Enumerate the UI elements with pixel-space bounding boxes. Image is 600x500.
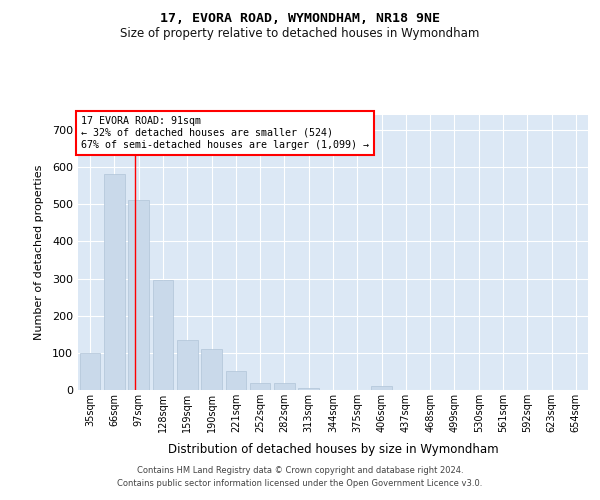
Bar: [274, 382, 295, 390]
Bar: [298, 388, 319, 390]
Bar: [250, 382, 271, 390]
Bar: [177, 340, 197, 390]
Bar: [201, 349, 222, 390]
Bar: [80, 353, 100, 390]
X-axis label: Distribution of detached houses by size in Wymondham: Distribution of detached houses by size …: [167, 444, 499, 456]
Bar: [226, 372, 246, 390]
Bar: [128, 200, 149, 390]
Text: Contains HM Land Registry data © Crown copyright and database right 2024.
Contai: Contains HM Land Registry data © Crown c…: [118, 466, 482, 487]
Text: 17, EVORA ROAD, WYMONDHAM, NR18 9NE: 17, EVORA ROAD, WYMONDHAM, NR18 9NE: [160, 12, 440, 26]
Y-axis label: Number of detached properties: Number of detached properties: [34, 165, 44, 340]
Bar: [152, 280, 173, 390]
Bar: [371, 386, 392, 390]
Text: Size of property relative to detached houses in Wymondham: Size of property relative to detached ho…: [121, 28, 479, 40]
Bar: [104, 174, 125, 390]
Text: 17 EVORA ROAD: 91sqm
← 32% of detached houses are smaller (524)
67% of semi-deta: 17 EVORA ROAD: 91sqm ← 32% of detached h…: [80, 116, 368, 150]
